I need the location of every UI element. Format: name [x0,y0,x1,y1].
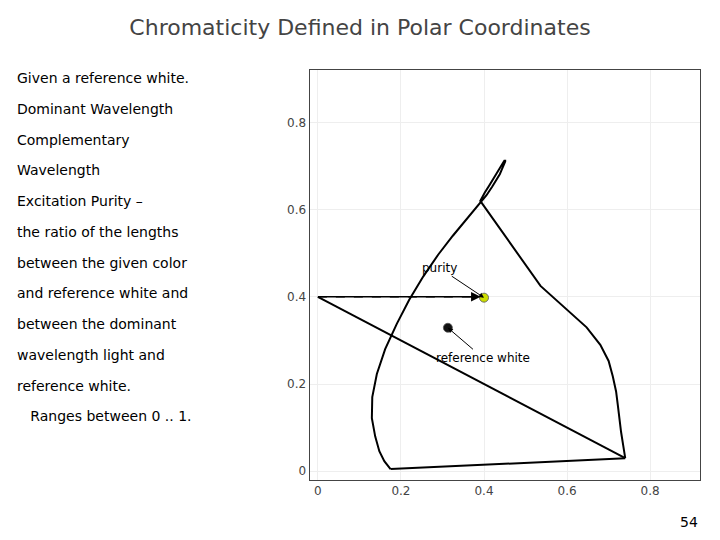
svg-text:54: 54 [680,514,698,530]
svg-text:Wavelength: Wavelength [17,162,100,178]
svg-text:0: 0 [314,484,322,498]
svg-text:0.6: 0.6 [558,484,577,498]
svg-text:and reference white and: and reference white and [17,285,188,301]
svg-text:0.2: 0.2 [391,484,410,498]
svg-text:0: 0 [299,464,307,478]
svg-text:Excitation Purity –: Excitation Purity – [17,193,143,209]
svg-text:0.2: 0.2 [287,377,306,391]
svg-text:reference white.: reference white. [17,378,131,394]
svg-text:wavelength light and: wavelength light and [17,347,165,363]
svg-text:0.8: 0.8 [641,484,660,498]
svg-text:0.6: 0.6 [287,203,306,217]
svg-text:Given a reference white.: Given a reference white. [17,70,189,86]
svg-text:Complementary: Complementary [17,132,130,148]
svg-text:between the dominant: between the dominant [17,316,177,332]
svg-text:the ratio of the lengths: the ratio of the lengths [17,224,178,240]
svg-text:reference white: reference white [436,351,530,365]
svg-text:0.8: 0.8 [287,116,306,130]
svg-text:between the given color: between the given color [17,255,187,271]
svg-text:Ranges between 0 .. 1.: Ranges between 0 .. 1. [17,408,192,424]
svg-text:0.4: 0.4 [287,290,306,304]
svg-text:0.4: 0.4 [474,484,493,498]
svg-text:purity: purity [422,261,457,275]
svg-text:Chromaticity Defined in Polar: Chromaticity Defined in Polar Coordinate… [129,15,590,40]
svg-text:Dominant Wavelength: Dominant Wavelength [17,101,173,117]
